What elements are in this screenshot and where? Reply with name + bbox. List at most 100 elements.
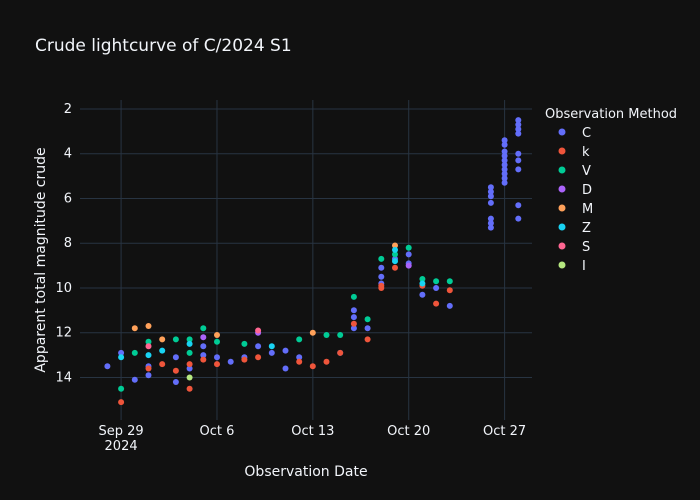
data-point[interactable] [378,285,385,291]
data-point[interactable] [501,161,508,168]
data-point[interactable] [392,242,398,249]
data-point[interactable] [405,262,412,269]
data-point[interactable] [186,361,193,368]
data-point[interactable] [200,325,207,332]
data-point[interactable] [392,258,398,265]
data-point[interactable] [268,349,275,356]
data-point[interactable] [515,215,522,222]
data-point[interactable] [309,363,316,370]
legend-item-C[interactable]: C [558,126,592,141]
data-point[interactable] [515,166,522,173]
data-point[interactable] [159,361,166,368]
data-point[interactable] [392,264,398,271]
legend-item-I[interactable]: I [558,259,586,274]
data-point[interactable] [433,278,440,285]
data-point[interactable] [446,302,453,309]
data-point[interactable] [131,349,138,356]
data-point[interactable] [515,150,522,157]
data-point[interactable] [186,349,193,356]
data-point[interactable] [172,336,179,343]
data-point[interactable] [200,343,207,350]
data-point[interactable] [145,338,152,345]
data-point[interactable] [255,354,262,361]
data-point[interactable] [104,363,111,370]
data-point[interactable] [282,347,289,354]
data-point[interactable] [186,340,193,347]
data-point[interactable] [405,244,412,251]
data-point[interactable] [501,152,508,159]
legend-item-D[interactable]: D [558,183,593,198]
data-point[interactable] [487,188,494,195]
data-point[interactable] [227,358,234,365]
data-point[interactable] [515,121,522,128]
data-point[interactable] [515,130,522,137]
data-point[interactable] [268,343,275,350]
data-point[interactable] [214,361,220,368]
data-point[interactable] [323,332,330,338]
data-point[interactable] [323,358,330,365]
data-point[interactable] [186,336,193,343]
data-point[interactable] [405,251,412,258]
data-point[interactable] [145,372,152,379]
data-point[interactable] [214,338,220,345]
data-point[interactable] [487,193,494,200]
legend-item-k[interactable]: k [558,145,591,160]
data-point[interactable] [501,179,508,186]
data-point[interactable] [433,285,440,291]
data-point[interactable] [392,251,398,258]
data-point[interactable] [515,202,522,209]
data-point[interactable] [350,314,357,321]
data-point[interactable] [118,349,125,356]
data-point[interactable] [337,349,344,356]
data-point[interactable] [487,215,494,222]
data-point[interactable] [337,332,344,338]
legend-item-Z[interactable]: Z [558,221,592,236]
data-point[interactable] [159,347,166,354]
data-point[interactable] [446,278,453,285]
data-point[interactable] [487,220,494,227]
data-point[interactable] [186,374,193,381]
legend-item-V[interactable]: V [558,164,592,179]
data-point[interactable] [446,287,453,294]
data-point[interactable] [118,354,125,361]
data-point[interactable] [200,334,207,341]
data-point[interactable] [131,325,138,332]
data-point[interactable] [350,320,357,327]
data-point[interactable] [214,354,220,361]
data-point[interactable] [515,117,522,124]
data-point[interactable] [282,365,289,372]
data-point[interactable] [118,399,125,406]
data-point[interactable] [501,175,508,182]
data-point[interactable] [145,365,152,372]
data-point[interactable] [241,340,248,347]
data-point[interactable] [172,354,179,361]
data-point[interactable] [378,255,385,262]
data-point[interactable] [131,376,138,383]
data-point[interactable] [241,356,248,363]
data-point[interactable] [515,157,522,164]
data-point[interactable] [350,307,357,314]
data-point[interactable] [145,323,152,329]
data-point[interactable] [186,365,193,372]
data-point[interactable] [309,329,316,336]
data-point[interactable] [487,224,494,231]
data-point[interactable] [501,170,508,177]
data-point[interactable] [501,157,508,164]
legend-item-M[interactable]: M [558,202,594,217]
data-point[interactable] [200,352,207,359]
data-point[interactable] [296,358,303,365]
data-point[interactable] [186,385,193,392]
data-point[interactable] [145,343,152,350]
data-point[interactable] [433,300,440,307]
data-point[interactable] [350,325,357,332]
data-point[interactable] [296,336,303,343]
data-point[interactable] [159,336,166,343]
data-point[interactable] [255,327,262,334]
data-point[interactable] [255,343,262,350]
data-point[interactable] [515,126,522,133]
data-point[interactable] [378,264,385,271]
data-point[interactable] [487,184,494,191]
data-point[interactable] [501,148,508,155]
data-point[interactable] [378,273,385,280]
